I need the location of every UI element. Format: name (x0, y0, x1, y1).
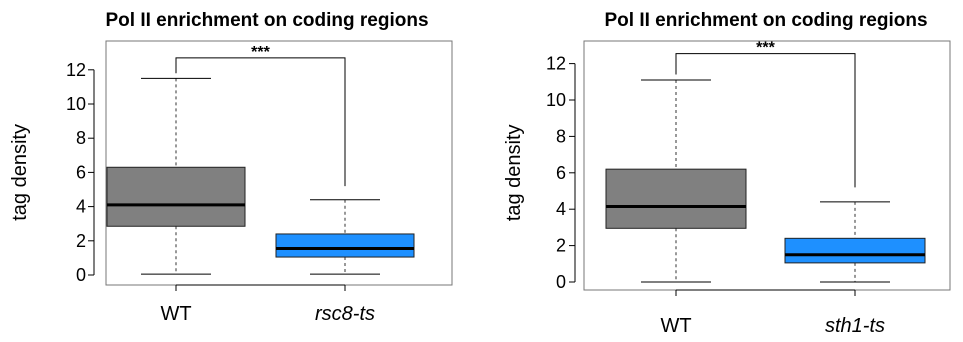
y-tick-label: 8 (556, 126, 566, 146)
box-WT (605, 168, 747, 229)
y-tick-label: 8 (76, 128, 86, 148)
box-WT (106, 166, 246, 227)
chart-title: Pol II enrichment on coding regions (604, 10, 927, 31)
y-axis-title: tag density (9, 124, 31, 221)
y-tick-label: 6 (76, 162, 86, 182)
y-tick-label: 0 (76, 265, 86, 285)
y-tick-label: 0 (556, 272, 566, 292)
significance-bracket (175, 57, 346, 187)
x-category-label: WT (660, 315, 691, 337)
y-tick-label: 12 (546, 54, 566, 74)
chart-panel-left: Pol II enrichment on coding regions 0 2 4 6 8… (9, 10, 453, 325)
y-tick-label: 6 (556, 163, 566, 183)
y-tick-label: 10 (546, 90, 566, 110)
y-tick-label: 12 (66, 60, 86, 80)
significance-label: *** (756, 40, 775, 57)
box-sth1-ts (784, 237, 926, 264)
box-rsc8-ts (275, 233, 415, 258)
chart-title: Pol II enrichment on coding regions (105, 10, 428, 31)
y-tick-label: 2 (76, 231, 86, 251)
x-category-label: sth1-ts (825, 315, 885, 337)
x-category-label: WT (160, 303, 191, 325)
y-tick-label: 4 (556, 199, 566, 219)
chart-panel-right: Pol II enrichment on coding regions 0 2 4 6 8… (503, 10, 951, 337)
y-tick-label: 2 (556, 236, 566, 256)
y-axis-title: tag density (503, 124, 525, 221)
x-category-label: rsc8-ts (315, 303, 375, 325)
y-tick-label: 4 (76, 197, 86, 217)
y-tick-label: 10 (66, 94, 86, 114)
significance-label: *** (251, 44, 270, 61)
significance-bracket (675, 53, 856, 188)
